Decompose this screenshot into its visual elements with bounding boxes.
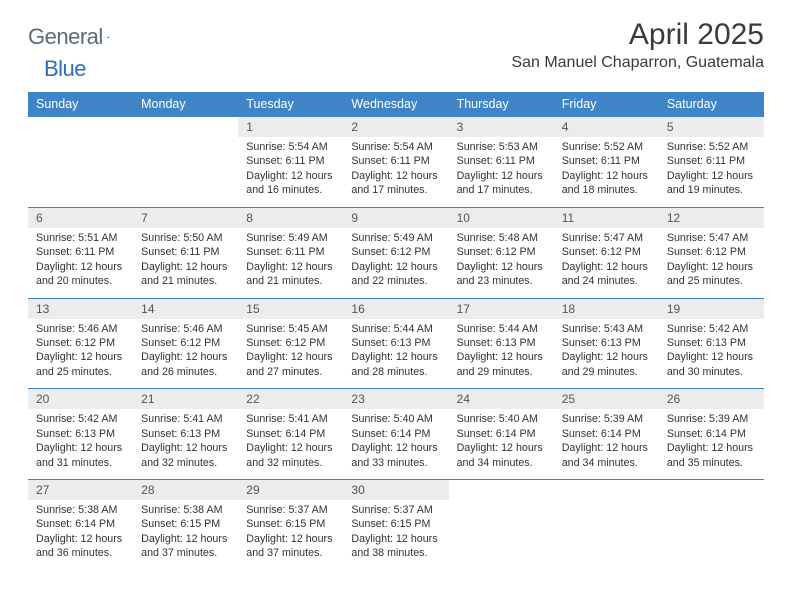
calendar-body: 12345Sunrise: 5:54 AMSunset: 6:11 PMDayl…	[28, 117, 764, 570]
day-number: 25	[554, 389, 659, 410]
day-cell	[133, 137, 238, 207]
day-number	[659, 480, 764, 501]
day-number: 27	[28, 480, 133, 501]
day-number: 29	[238, 480, 343, 501]
day-number: 21	[133, 389, 238, 410]
day-number: 23	[343, 389, 448, 410]
day-number: 7	[133, 207, 238, 228]
day-number-row: 13141516171819	[28, 298, 764, 319]
day-cell: Sunrise: 5:44 AMSunset: 6:13 PMDaylight:…	[449, 319, 554, 389]
day-number-row: 20212223242526	[28, 389, 764, 410]
day-number: 14	[133, 298, 238, 319]
day-cell: Sunrise: 5:39 AMSunset: 6:14 PMDaylight:…	[659, 409, 764, 479]
day-number: 4	[554, 117, 659, 138]
day-number: 16	[343, 298, 448, 319]
day-cell: Sunrise: 5:37 AMSunset: 6:15 PMDaylight:…	[238, 500, 343, 570]
day-cell	[554, 500, 659, 570]
day-cell: Sunrise: 5:42 AMSunset: 6:13 PMDaylight:…	[659, 319, 764, 389]
day-number	[28, 117, 133, 138]
day-cell: Sunrise: 5:51 AMSunset: 6:11 PMDaylight:…	[28, 228, 133, 298]
day-number: 6	[28, 207, 133, 228]
day-cell: Sunrise: 5:54 AMSunset: 6:11 PMDaylight:…	[343, 137, 448, 207]
day-cell: Sunrise: 5:43 AMSunset: 6:13 PMDaylight:…	[554, 319, 659, 389]
day-number: 2	[343, 117, 448, 138]
day-number: 20	[28, 389, 133, 410]
day-number	[449, 480, 554, 501]
day-number-row: 12345	[28, 117, 764, 138]
day-cell: Sunrise: 5:49 AMSunset: 6:11 PMDaylight:…	[238, 228, 343, 298]
day-number: 8	[238, 207, 343, 228]
day-cell: Sunrise: 5:49 AMSunset: 6:12 PMDaylight:…	[343, 228, 448, 298]
day-cell: Sunrise: 5:46 AMSunset: 6:12 PMDaylight:…	[28, 319, 133, 389]
title-block: April 2025 San Manuel Chaparron, Guatema…	[511, 18, 764, 72]
day-content-row: Sunrise: 5:38 AMSunset: 6:14 PMDaylight:…	[28, 500, 764, 570]
day-cell: Sunrise: 5:50 AMSunset: 6:11 PMDaylight:…	[133, 228, 238, 298]
brand-triangle-icon	[107, 30, 110, 44]
day-cell: Sunrise: 5:44 AMSunset: 6:13 PMDaylight:…	[343, 319, 448, 389]
day-cell: Sunrise: 5:40 AMSunset: 6:14 PMDaylight:…	[343, 409, 448, 479]
day-header-row: Sunday Monday Tuesday Wednesday Thursday…	[28, 92, 764, 117]
day-number: 26	[659, 389, 764, 410]
day-cell: Sunrise: 5:53 AMSunset: 6:11 PMDaylight:…	[449, 137, 554, 207]
day-number: 30	[343, 480, 448, 501]
day-number: 5	[659, 117, 764, 138]
day-content-row: Sunrise: 5:54 AMSunset: 6:11 PMDaylight:…	[28, 137, 764, 207]
day-number: 28	[133, 480, 238, 501]
day-number: 13	[28, 298, 133, 319]
day-number: 19	[659, 298, 764, 319]
day-content-row: Sunrise: 5:42 AMSunset: 6:13 PMDaylight:…	[28, 409, 764, 479]
day-cell: Sunrise: 5:39 AMSunset: 6:14 PMDaylight:…	[554, 409, 659, 479]
day-number: 11	[554, 207, 659, 228]
day-cell: Sunrise: 5:48 AMSunset: 6:12 PMDaylight:…	[449, 228, 554, 298]
day-number: 24	[449, 389, 554, 410]
day-cell: Sunrise: 5:52 AMSunset: 6:11 PMDaylight:…	[554, 137, 659, 207]
day-number: 10	[449, 207, 554, 228]
day-number: 22	[238, 389, 343, 410]
day-header: Wednesday	[343, 92, 448, 117]
day-cell: Sunrise: 5:47 AMSunset: 6:12 PMDaylight:…	[554, 228, 659, 298]
calendar-page: General April 2025 San Manuel Chaparron,…	[0, 0, 792, 570]
day-cell	[28, 137, 133, 207]
day-cell	[449, 500, 554, 570]
day-cell: Sunrise: 5:40 AMSunset: 6:14 PMDaylight:…	[449, 409, 554, 479]
day-number: 17	[449, 298, 554, 319]
day-cell: Sunrise: 5:41 AMSunset: 6:14 PMDaylight:…	[238, 409, 343, 479]
day-cell: Sunrise: 5:45 AMSunset: 6:12 PMDaylight:…	[238, 319, 343, 389]
day-number: 9	[343, 207, 448, 228]
brand-logo: General	[28, 24, 127, 50]
day-number: 15	[238, 298, 343, 319]
day-number: 3	[449, 117, 554, 138]
day-number-row: 27282930	[28, 480, 764, 501]
day-header: Saturday	[659, 92, 764, 117]
brand-name-2: Blue	[44, 56, 86, 81]
day-cell: Sunrise: 5:41 AMSunset: 6:13 PMDaylight:…	[133, 409, 238, 479]
month-title: April 2025	[511, 18, 764, 52]
day-header: Tuesday	[238, 92, 343, 117]
day-content-row: Sunrise: 5:51 AMSunset: 6:11 PMDaylight:…	[28, 228, 764, 298]
calendar-table: Sunday Monday Tuesday Wednesday Thursday…	[28, 92, 764, 570]
day-number: 1	[238, 117, 343, 138]
day-number	[554, 480, 659, 501]
day-cell: Sunrise: 5:42 AMSunset: 6:13 PMDaylight:…	[28, 409, 133, 479]
day-number	[133, 117, 238, 138]
day-header: Thursday	[449, 92, 554, 117]
day-cell: Sunrise: 5:52 AMSunset: 6:11 PMDaylight:…	[659, 137, 764, 207]
day-number: 18	[554, 298, 659, 319]
day-cell: Sunrise: 5:38 AMSunset: 6:15 PMDaylight:…	[133, 500, 238, 570]
day-header: Monday	[133, 92, 238, 117]
day-number-row: 6789101112	[28, 207, 764, 228]
day-cell: Sunrise: 5:47 AMSunset: 6:12 PMDaylight:…	[659, 228, 764, 298]
day-cell: Sunrise: 5:37 AMSunset: 6:15 PMDaylight:…	[343, 500, 448, 570]
day-number: 12	[659, 207, 764, 228]
day-header: Friday	[554, 92, 659, 117]
day-cell: Sunrise: 5:38 AMSunset: 6:14 PMDaylight:…	[28, 500, 133, 570]
location-label: San Manuel Chaparron, Guatemala	[511, 54, 764, 72]
day-cell: Sunrise: 5:46 AMSunset: 6:12 PMDaylight:…	[133, 319, 238, 389]
brand-name-1: General	[28, 24, 103, 50]
day-content-row: Sunrise: 5:46 AMSunset: 6:12 PMDaylight:…	[28, 319, 764, 389]
day-cell: Sunrise: 5:54 AMSunset: 6:11 PMDaylight:…	[238, 137, 343, 207]
day-cell	[659, 500, 764, 570]
day-header: Sunday	[28, 92, 133, 117]
